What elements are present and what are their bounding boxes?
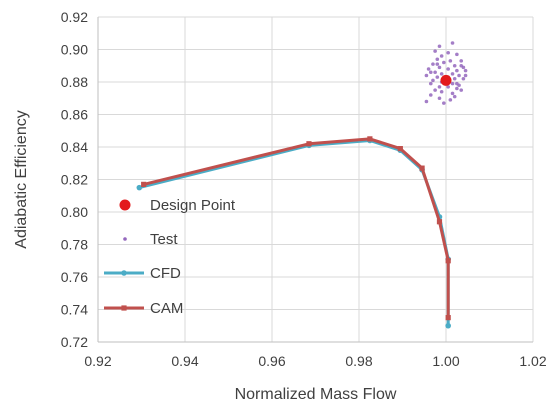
y-tick-label: 0.72 [61,334,88,350]
test-point [428,70,433,75]
cfd-point [445,322,451,329]
y-tick-labels: 0.72 0.74 0.76 0.78 0.80 0.82 0.84 0.86 0.88 0.90… [61,9,88,350]
test-point [428,81,433,86]
cam-point [445,258,451,264]
legend-test-label: Test [150,231,178,248]
test-point [437,65,442,70]
test-point [428,93,433,97]
test-point [463,73,468,78]
cam-point [419,165,425,171]
test-point [450,91,455,96]
test-point [450,81,455,86]
legend-cam-label: CAM [150,300,183,317]
y-axis-title: Adiabatic Efficiency [13,110,30,248]
legend-test-marker [123,237,127,241]
cam-point [141,181,147,187]
series-cfd [136,137,451,329]
test-point [442,101,446,105]
cam-line [143,137,450,318]
test-point [446,85,450,89]
test-point [431,78,435,83]
test-point [433,70,437,75]
legend-cfd-marker [121,270,127,276]
x-tick-label: 0.96 [258,353,285,369]
y-tick-label: 0.92 [61,9,88,25]
legend: Design Point Test CFD CAM [104,197,236,317]
legend-cam-marker [121,305,127,311]
x-axis-title: Normalized Mass Flow [235,386,397,403]
test-point [455,52,459,57]
cfd-line [138,139,450,326]
legend-cfd-label: CFD [150,265,181,282]
test-point [463,68,468,73]
cam-point [367,136,373,142]
test-point [452,94,457,99]
x-tick-labels: 0.92 0.94 0.96 0.98 1.00 1.02 [84,353,546,369]
cam-point [397,146,403,152]
cfd-point [136,184,143,191]
test-point [450,41,455,45]
test-point [461,76,466,81]
test-point [437,85,442,89]
legend-design-point-label: Design Point [150,197,236,214]
test-point [433,49,437,53]
test-point [459,59,464,63]
test-point [455,81,459,86]
test-point [437,44,442,49]
test-point [426,67,431,71]
x-tick-label: 0.92 [84,353,111,369]
test-point [448,59,453,63]
test-point [459,88,464,92]
test-point [424,73,429,78]
test-point [437,96,442,101]
x-tick-label: 1.00 [432,353,459,369]
test-point [435,62,440,66]
y-tick-label: 0.76 [61,269,88,285]
y-tick-label: 0.78 [61,237,88,253]
test-point [457,73,461,78]
legend-cfd-line [104,270,144,276]
y-tick-label: 0.84 [61,139,88,155]
legend-cam-line [104,305,144,311]
y-tick-label: 0.86 [61,107,88,123]
test-point [450,72,455,76]
test-point [435,75,440,79]
test-point [455,86,459,91]
test-point [431,62,435,66]
test-point [442,60,446,65]
test-point [455,68,459,73]
cam-point [306,141,312,147]
test-point [446,67,450,71]
design-point-marker [440,74,452,86]
test-point [448,98,453,102]
y-tick-label: 0.74 [61,302,88,318]
x-tick-label: 1.02 [519,353,546,369]
test-point [424,99,429,104]
test-point [433,88,437,92]
y-tick-label: 0.88 [61,74,88,90]
legend-design-point-marker [119,199,131,211]
test-point [452,76,457,81]
data-series [136,41,468,329]
test-point [439,54,444,58]
series-cam [141,136,451,321]
cam-point [445,315,451,321]
cam-point [436,219,443,225]
y-tick-label: 0.82 [61,172,88,188]
x-tick-label: 0.94 [171,353,198,369]
series-design-point [440,74,452,86]
test-point [452,63,457,68]
y-tick-label: 0.90 [61,42,88,58]
x-tick-label: 0.98 [345,353,372,369]
test-point [439,72,444,76]
test-point [459,63,464,68]
test-point [446,50,450,55]
test-point [435,57,440,62]
test-point [439,89,444,94]
y-tick-label: 0.80 [61,204,88,220]
